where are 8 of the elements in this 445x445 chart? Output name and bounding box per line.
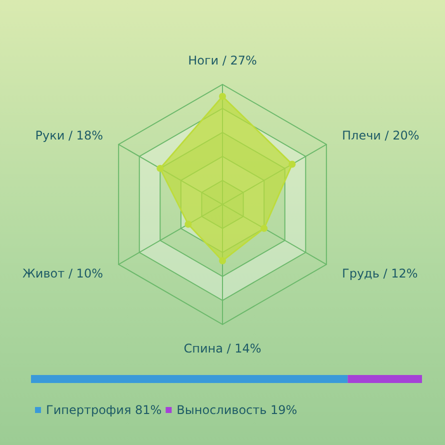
- spoke-label: Живот / 10%: [22, 266, 103, 280]
- legend-label: Выносливость 19%: [176, 403, 298, 417]
- spoke-label: Ноги / 27%: [188, 53, 257, 68]
- spoke-label: Грудь / 12%: [342, 266, 418, 280]
- spoke-label: Руки / 18%: [35, 128, 103, 142]
- legend-label: Гипертрофия 81%: [46, 403, 162, 417]
- spoke-label: Плечи / 20%: [342, 128, 420, 142]
- spoke-label: Спина / 14%: [184, 341, 262, 356]
